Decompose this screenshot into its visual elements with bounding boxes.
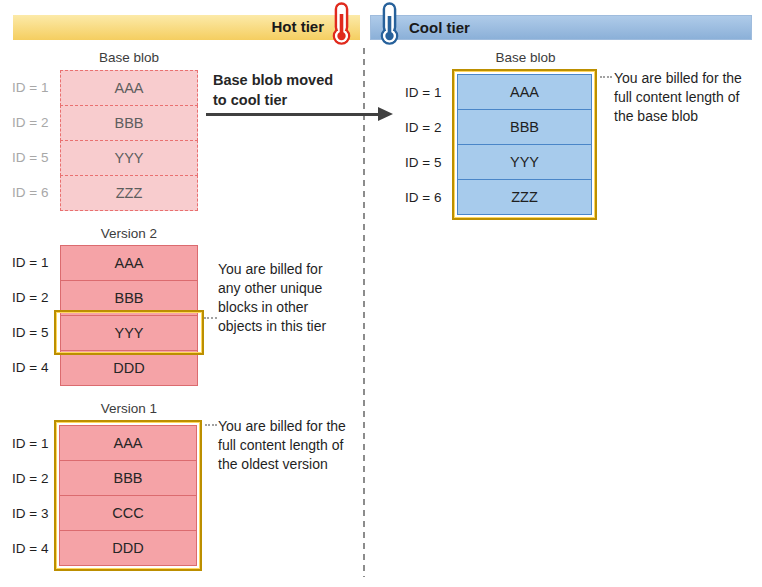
id-label: ID = 2 <box>12 105 58 140</box>
annotation-line: the oldest version <box>218 455 388 474</box>
hot-tier-bar: Hot tier <box>13 15 360 40</box>
version1-stack: AAA BBB CCC DDD <box>59 425 197 566</box>
cool-base-blob-title: Base blob <box>458 50 593 65</box>
id-label: ID = 1 <box>405 75 451 110</box>
version1-billed-frame: AAA BBB CCC DDD <box>54 420 202 571</box>
block: AAA <box>457 74 592 110</box>
annotation-line: blocks in other <box>218 298 378 317</box>
hot-base-blob-ids: ID = 1 ID = 2 ID = 5 ID = 6 <box>12 70 58 210</box>
dotted-leader <box>600 76 612 78</box>
thermometer-cool-icon <box>379 2 400 45</box>
id-label: ID = 2 <box>12 280 58 315</box>
id-label: ID = 1 <box>12 245 58 280</box>
annotation-line: full content length of <box>614 88 762 107</box>
block: BBB <box>59 460 197 496</box>
cool-base-blob-ids: ID = 1 ID = 2 ID = 5 ID = 6 <box>405 75 451 215</box>
id-label: ID = 6 <box>12 175 58 210</box>
id-label: ID = 4 <box>12 350 58 385</box>
move-note-line: to cool tier <box>213 91 333 111</box>
id-label: ID = 2 <box>12 461 58 496</box>
version1-title: Version 1 <box>60 401 198 416</box>
thermometer-hot-icon <box>331 2 352 45</box>
version1-annotation: You are billed for the full content leng… <box>218 417 388 474</box>
id-label: ID = 6 <box>405 180 451 215</box>
id-label: ID = 5 <box>12 315 58 350</box>
block: CCC <box>59 495 197 531</box>
annotation-line: any other unique <box>218 279 378 298</box>
id-label: ID = 1 <box>12 426 58 461</box>
block: AAA <box>60 70 198 106</box>
block: BBB <box>60 105 198 141</box>
dotted-leader <box>204 317 217 319</box>
id-label: ID = 1 <box>12 70 58 105</box>
move-arrow-line <box>206 113 379 116</box>
block: AAA <box>59 425 197 461</box>
version2-stack: AAA BBB YYY DDD <box>60 245 198 386</box>
id-label: ID = 3 <box>12 496 58 531</box>
block: ZZZ <box>457 179 592 215</box>
hot-base-blob-stack: AAA BBB YYY ZZZ <box>60 70 198 211</box>
block: YYY <box>457 144 592 180</box>
cool-base-billed-frame: AAA BBB YYY ZZZ <box>452 69 597 220</box>
annotation-line: You are billed for the <box>218 417 388 436</box>
annotation-line: You are billed for the <box>614 69 762 88</box>
hot-tier-label: Hot tier <box>272 18 325 35</box>
id-label: ID = 4 <box>12 531 58 566</box>
block: ZZZ <box>60 175 198 211</box>
move-note: Base blob moved to cool tier <box>213 71 333 110</box>
annotation-line: the base blob <box>614 107 762 126</box>
cool-tier-label: Cool tier <box>409 19 470 36</box>
block: YYY <box>60 140 198 176</box>
annotation-line: full content length of <box>218 436 388 455</box>
block: YYY <box>60 315 198 351</box>
annotation-line: objects in this tier <box>218 317 378 336</box>
move-note-line: Base blob moved <box>213 71 333 91</box>
block: DDD <box>60 350 198 386</box>
version2-title: Version 2 <box>60 226 198 241</box>
version2-ids: ID = 1 ID = 2 ID = 5 ID = 4 <box>12 245 58 385</box>
hot-base-blob-title: Base blob <box>60 50 198 65</box>
id-label: ID = 2 <box>405 110 451 145</box>
diagram-canvas: Hot tier Cool tier Base blob ID = 1 ID =… <box>0 0 762 587</box>
version1-ids: ID = 1 ID = 2 ID = 3 ID = 4 <box>12 426 58 566</box>
annotation-line: You are billed for <box>218 260 378 279</box>
version2-annotation: You are billed for any other unique bloc… <box>218 260 378 336</box>
block: AAA <box>60 245 198 281</box>
block: DDD <box>59 530 197 566</box>
cool-tier-bar: Cool tier <box>370 15 752 40</box>
block: BBB <box>457 109 592 145</box>
id-label: ID = 5 <box>12 140 58 175</box>
move-arrow-head <box>378 107 393 121</box>
cool-base-annotation: You are billed for the full content leng… <box>614 69 762 126</box>
cool-base-blob-stack: AAA BBB YYY ZZZ <box>457 74 592 215</box>
block: BBB <box>60 280 198 316</box>
dotted-leader <box>205 424 217 426</box>
id-label: ID = 5 <box>405 145 451 180</box>
